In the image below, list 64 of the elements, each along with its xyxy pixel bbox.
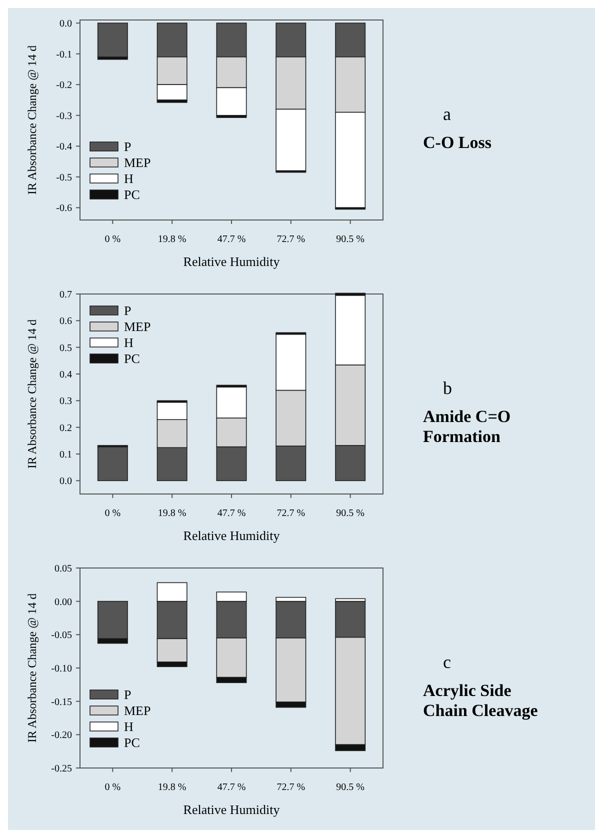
y-tick-label: -0.10 — [51, 664, 72, 674]
x-tick-label: 72.7 % — [276, 508, 306, 519]
y-axis-title: IR Absorbance Change @ 14 d — [25, 593, 39, 743]
y-tick-label: 0.4 — [60, 370, 72, 380]
text: C-O Loss — [423, 133, 492, 152]
y-tick-label: 0.5 — [60, 342, 72, 354]
x-tick-label: 47.7 % — [217, 234, 246, 245]
legend-label: H — [124, 335, 134, 350]
legend-label: MEP — [124, 155, 151, 170]
x-tick-label: 19.8 % — [158, 508, 186, 519]
y-tick-label: 0.0 — [60, 18, 72, 30]
x-axis-title: Relative Humidity — [183, 254, 280, 269]
y-tick-label: -0.3 — [56, 110, 72, 122]
y-tick-label: -0.15 — [51, 696, 72, 708]
bar — [97, 600, 128, 640]
text: Amide C=O Formation — [423, 407, 511, 446]
y-tick-label: -0.25 — [51, 764, 72, 774]
y-tick-label: 0.1 — [60, 450, 72, 460]
y-tick-label: 0.6 — [60, 316, 72, 328]
x-tick-label: 90.5 % — [336, 508, 364, 519]
legend-label: P — [124, 139, 132, 154]
y-tick-label: -0.6 — [56, 203, 72, 214]
text: c — [443, 652, 451, 672]
legend-label: H — [124, 719, 134, 734]
y-tick-label: -0.2 — [56, 80, 72, 92]
legend-label: MEP — [124, 703, 151, 718]
bar — [97, 22, 128, 58]
y-tick-label: -0.5 — [56, 172, 72, 184]
x-tick-label: 72.7 % — [276, 234, 306, 245]
y-tick-label: 0.00 — [54, 596, 72, 608]
legend-label: PC — [124, 735, 140, 750]
y-tick-label: 0.2 — [60, 422, 72, 434]
y-tick-label: 0.0 — [60, 476, 72, 488]
y-tick-label: 0.7 — [60, 290, 72, 300]
y-tick-label: 0.3 — [60, 396, 72, 408]
y-axis-title: IR Absorbance Change @ 14 d — [25, 45, 39, 195]
legend-label: H — [124, 171, 134, 186]
legend-label: P — [124, 687, 132, 702]
x-tick-label: 47.7 % — [217, 508, 246, 519]
y-tick-label: -0.1 — [56, 49, 72, 60]
x-tick-label: 0 % — [104, 508, 121, 519]
text: a — [443, 104, 451, 124]
legend-label: PC — [124, 351, 140, 366]
legend-label: P — [124, 303, 132, 318]
legend-label: PC — [124, 187, 140, 202]
y-tick-label: 0.05 — [54, 564, 72, 574]
text: Acrylic Side Chain Cleavage — [423, 681, 538, 720]
y-tick-label: -0.4 — [56, 142, 72, 153]
y-tick-label: -0.20 — [51, 730, 72, 742]
x-tick-label: 90.5 % — [336, 782, 364, 793]
x-tick-label: 47.7 % — [217, 782, 246, 793]
x-axis-title: Relative Humidity — [183, 528, 280, 543]
legend-label: MEP — [124, 319, 151, 334]
x-tick-label: 0 % — [104, 234, 121, 245]
x-tick-label: 0 % — [104, 782, 121, 793]
y-axis-title: IR Absorbance Change @ 14 d — [25, 319, 39, 469]
x-tick-label: 19.8 % — [158, 234, 186, 245]
x-axis-title: Relative Humidity — [183, 802, 280, 817]
bar — [97, 446, 128, 482]
y-tick-label: -0.05 — [51, 630, 72, 642]
x-tick-label: 72.7 % — [276, 782, 306, 793]
x-tick-label: 90.5 % — [336, 234, 364, 245]
x-tick-label: 19.8 % — [158, 782, 186, 793]
text: b — [443, 378, 452, 398]
